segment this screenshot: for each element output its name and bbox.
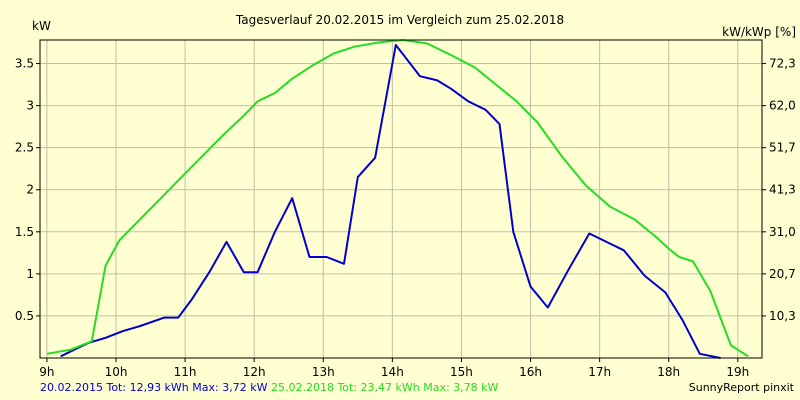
y-tick-left-label: 1 (26, 267, 34, 281)
y-tick-right-label: 41,3 (769, 183, 796, 197)
y-tick-right-label: 62,0 (769, 99, 796, 113)
y-tick-left-label: 1.5 (15, 225, 34, 239)
y-tick-left-label: 3.5 (15, 57, 34, 71)
footer-summaries: 20.02.2015 Tot: 12,93 kWh Max: 3,72 kW 2… (40, 381, 498, 394)
y-tick-left-label: 2 (26, 183, 34, 197)
x-tick-label: 19h (726, 365, 749, 379)
x-ticks: 9h 10h 11h 12h 13h 14h 15h 16h 17h 18h 19h (39, 358, 749, 379)
x-tick-label: 15h (450, 365, 473, 379)
series-2-summary: 25.02.2018 Tot: 23,47 kWh Max: 3,78 kW (270, 381, 499, 394)
y-ticks-left: 0.5 1 1.5 2 2.5 3 3.5 (15, 57, 40, 323)
x-tick-label: 13h (312, 365, 335, 379)
grid-lines (40, 40, 762, 358)
series-1-summary: 20.02.2015 Tot: 12,93 kWh Max: 3,72 kW (40, 381, 268, 394)
x-tick-label: 9h (39, 365, 54, 379)
y-tick-right-label: 51,7 (769, 141, 796, 155)
x-tick-label: 11h (174, 365, 197, 379)
y-axis-left-label: kW (32, 19, 51, 33)
series-line-1 (60, 44, 721, 359)
y-tick-right-label: 72,3 (769, 57, 796, 71)
y-tick-right-label: 20,7 (769, 267, 796, 281)
y-tick-left-label: 3 (26, 99, 34, 113)
y-tick-left-label: 0.5 (15, 309, 34, 323)
credit-text: SunnyReport pinxit (688, 381, 794, 394)
y-tick-left-label: 2.5 (15, 141, 34, 155)
series-lines (46, 39, 749, 359)
y-tick-right-label: 31,0 (769, 225, 796, 239)
y-ticks-right: 10,3 20,7 31,0 41,3 51,7 62,0 72,3 (762, 57, 796, 323)
x-tick-label: 18h (657, 365, 680, 379)
series-line-2 (46, 39, 749, 358)
x-tick-label: 14h (381, 365, 404, 379)
x-tick-label: 17h (588, 365, 611, 379)
x-tick-label: 10h (105, 365, 128, 379)
y-axis-right-label: kW/kWp [%] (722, 25, 796, 39)
chart-title: Tagesverlauf 20.02.2015 im Vergleich zum… (235, 13, 564, 27)
y-tick-right-label: 10,3 (769, 309, 796, 323)
x-tick-label: 16h (519, 365, 542, 379)
x-tick-label: 12h (243, 365, 266, 379)
plot-frame (39, 39, 763, 359)
